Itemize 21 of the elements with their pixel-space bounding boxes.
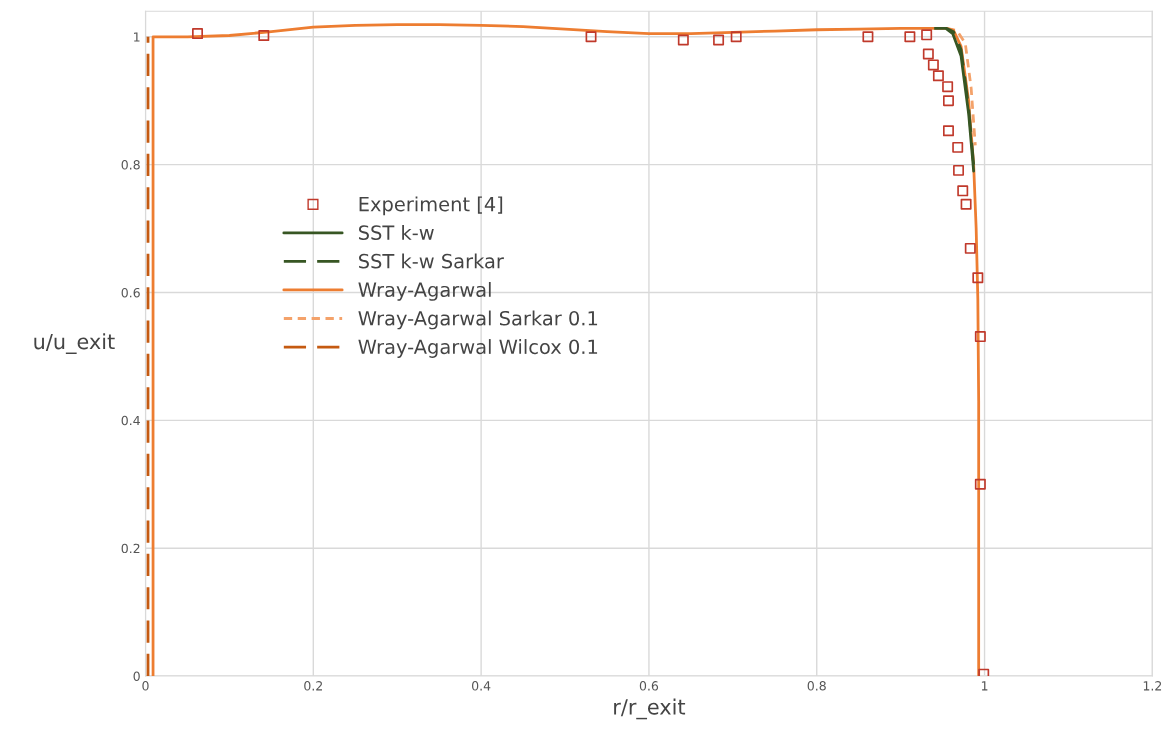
legend-label: SST k-w [358, 224, 434, 240]
x-tick-label: 0.8 [807, 681, 826, 691]
legend-label: SST k-w Sarkar [358, 253, 504, 269]
y-tick-label: 0.2 [121, 543, 140, 554]
legend-label: Wray-Agarwal [358, 282, 491, 301]
y-tick-label: 0.4 [121, 415, 140, 426]
y-tick-label: 0.8 [121, 160, 140, 170]
legend-label: Experiment [4] [359, 196, 503, 216]
x-tick-label: 1.2 [1143, 681, 1162, 691]
y-tick-label: 1 [134, 32, 140, 42]
x-axis-title: r/r_exit [614, 698, 686, 720]
legend-label: Wray-Agarwal Sarkar 0.1 [358, 310, 598, 330]
x-tick-label: 1 [981, 681, 988, 691]
y-axis-title: u/u_exit [34, 333, 115, 354]
legend-label: Wray-Agarwal Wilcox 0.1 [358, 339, 598, 358]
x-tick-label: 0 [142, 681, 149, 691]
y-tick-label: 0 [133, 671, 140, 681]
y-tick-label: 0.6 [121, 287, 140, 298]
x-tick-label: 0.2 [304, 681, 322, 691]
x-tick-label: 0.4 [472, 681, 491, 691]
x-tick-label: 0.6 [639, 681, 659, 691]
